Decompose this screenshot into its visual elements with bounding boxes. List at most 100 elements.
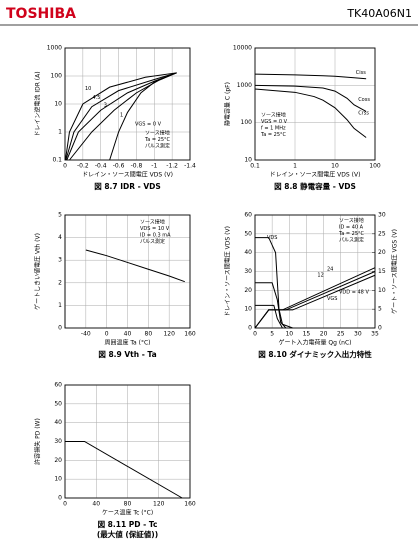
curve — [85, 249, 185, 283]
x-tick-label: -0.4 — [95, 163, 107, 170]
x-tick-label: -0.6 — [113, 163, 125, 170]
x-axis-label: 周囲温度 Ta (°C) — [104, 339, 150, 347]
curve — [65, 441, 183, 499]
curve — [254, 88, 367, 138]
x-tick-label: 160 — [184, 331, 196, 338]
x-tick-label: 35 — [371, 331, 379, 338]
x-tick-label: 40 — [124, 331, 132, 338]
x-tick-label: -40 — [81, 331, 91, 338]
x-tick-label: 15 — [303, 331, 311, 338]
x-tick-label: -0.2 — [77, 163, 89, 170]
curve — [64, 72, 177, 161]
curve-label: VGS — [327, 296, 337, 302]
y-tick-label: 30 — [54, 438, 62, 445]
curve-label: Crss — [358, 110, 369, 116]
curve — [255, 237, 293, 329]
condition-note: ソース接地 — [261, 112, 286, 119]
x-axis-label: ケース温度 Tc (°C) — [102, 509, 153, 517]
y2-tick-label: 15 — [378, 268, 386, 275]
x-tick-label: 100 — [369, 163, 381, 170]
y-tick-label: 1 — [58, 302, 62, 309]
curve-label: VGS = 0 V — [135, 122, 162, 128]
x-tick-label: 1 — [293, 163, 297, 170]
condition-note: Ta = 25°C — [260, 132, 287, 138]
condition-note: Ta = 25°C — [338, 231, 365, 237]
y-tick-label: 0 — [248, 325, 252, 332]
x-tick-label: 20 — [320, 331, 328, 338]
condition-note: VGS = 0 V — [261, 119, 288, 125]
x-tick-label: 0.1 — [250, 163, 260, 170]
condition-note: ソース接地 — [339, 217, 364, 224]
y-tick-label: 20 — [244, 287, 252, 294]
condition-note: Ta = 25°C — [144, 137, 171, 143]
plot-frame — [64, 47, 191, 161]
curve — [66, 72, 177, 161]
y-tick-label: 5 — [58, 212, 62, 219]
y2-axis-label: ゲート・ソース間電圧 VGS (V) — [391, 229, 399, 314]
x-tick-label: 120 — [153, 501, 165, 508]
y-tick-label: 3 — [58, 257, 62, 264]
curve — [65, 72, 177, 161]
x-tick-label: 0 — [63, 501, 67, 508]
x-tick-label: -1.2 — [166, 163, 178, 170]
figure-subcaption: (最大値 (保証値)) — [97, 529, 158, 539]
plot-area — [254, 47, 376, 161]
curve-label: 3 — [104, 103, 107, 109]
y2-tick-label: 30 — [378, 212, 386, 219]
x-tick-label: 40 — [92, 501, 100, 508]
curve-label: 12 — [317, 272, 323, 278]
condition-note: ソース接地 — [140, 218, 165, 225]
y-tick-label: 0 — [58, 325, 62, 332]
y-tick-label: 100 — [241, 119, 253, 126]
y-tick-label: 20 — [54, 457, 62, 464]
condition-note: ID = 40 A — [339, 225, 364, 231]
x-tick-label: -1.4 — [184, 163, 196, 170]
y-tick-label: 30 — [244, 268, 252, 275]
y-tick-label: 10 — [54, 101, 62, 108]
curve — [255, 282, 287, 329]
y-tick-label: 10000 — [233, 45, 252, 52]
x-tick-label: 10 — [331, 163, 339, 170]
x-tick-label: 25 — [337, 331, 345, 338]
condition-note: ソース接地 — [145, 130, 170, 137]
y-tick-label: 0.1 — [52, 157, 62, 164]
condition-note: パルス測定 — [145, 143, 170, 150]
y-tick-label: 100 — [51, 73, 63, 80]
x-tick-label: 0 — [63, 163, 67, 170]
y-axis-label: 静電容量 C (pF) — [224, 82, 232, 126]
y-tick-label: 50 — [244, 230, 252, 237]
y-tick-label: 1000 — [47, 45, 62, 52]
curve-label: Coss — [358, 97, 370, 103]
y-tick-label: 1000 — [237, 82, 252, 89]
x-tick-label: 80 — [145, 331, 153, 338]
curve — [254, 84, 367, 112]
y-tick-label: 60 — [244, 212, 252, 219]
condition-note: ID = 0.3 mA — [140, 232, 171, 238]
figure-caption: 図 8.7 IDR - VDS — [94, 182, 161, 191]
y-tick-label: 1 — [58, 129, 62, 136]
figure-caption: 図 8.11 PD - Tc — [98, 520, 158, 529]
x-tick-label: 5 — [270, 331, 274, 338]
y-tick-label: 2 — [58, 279, 62, 286]
y-tick-label: 0 — [58, 495, 62, 502]
x-axis-label: ゲート入力電荷量 Qg (nC) — [278, 339, 351, 347]
x-tick-label: -1 — [151, 163, 157, 170]
y2-tick-label: 5 — [378, 306, 382, 313]
x-axis-label: ドレイン・ソース間電圧 VDS (V) — [82, 172, 173, 179]
curve — [109, 72, 177, 161]
curve — [254, 73, 367, 80]
condition-note: パルス測定 — [339, 237, 364, 244]
y-tick-label: 10 — [244, 306, 252, 313]
curve-label: Ciss — [356, 70, 366, 76]
y-tick-label: 10 — [244, 157, 252, 164]
condition-note: VDS = 10 V — [140, 226, 170, 232]
y-tick-label: 4 — [58, 234, 62, 241]
y-axis-label: ゲートしきい値電圧 Vth (V) — [34, 233, 42, 310]
condition-note: f = 1 MHz — [261, 126, 286, 132]
figure-caption: 図 8.10 ダイナミック入出力特性 — [258, 349, 372, 359]
y-axis-label: 許容損失 PD (W) — [34, 418, 42, 465]
curve-label: VDS — [267, 235, 277, 241]
part-number: TK40A06N1 — [346, 7, 412, 20]
x-tick-label: 160 — [184, 501, 196, 508]
